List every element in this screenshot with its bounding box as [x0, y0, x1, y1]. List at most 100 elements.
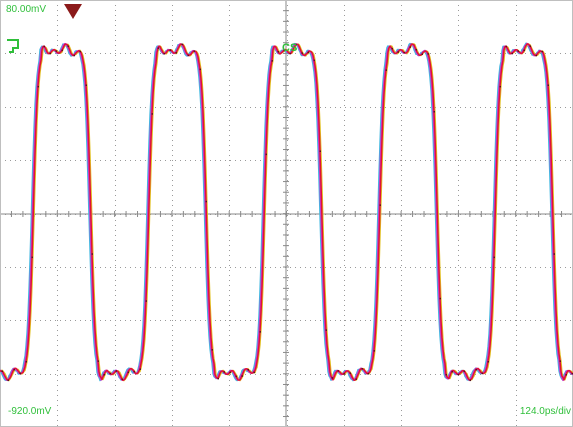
sample-point	[61, 49, 63, 52]
top-scale-label: 80.00mV	[6, 4, 47, 15]
sample-point	[325, 329, 327, 331]
sample-point	[439, 297, 441, 300]
sample-point	[295, 43, 297, 46]
sample-point	[79, 50, 81, 53]
sample-point	[55, 50, 57, 52]
sample-point	[187, 54, 189, 57]
sample-point	[181, 43, 183, 46]
sample-point	[427, 53, 429, 55]
sample-point	[127, 371, 129, 374]
sample-point	[265, 153, 267, 156]
sample-point	[457, 373, 459, 376]
sample-point	[67, 45, 69, 47]
sample-point	[163, 52, 165, 55]
sample-point	[97, 360, 99, 362]
sample-point	[241, 375, 243, 377]
sample-point	[205, 200, 207, 203]
sample-point	[301, 52, 303, 54]
waveform-trace	[0, 43, 573, 382]
sample-point	[31, 256, 33, 259]
sample-point	[445, 373, 447, 376]
sample-point	[409, 46, 411, 48]
sample-point	[337, 370, 339, 372]
sample-point	[139, 368, 141, 370]
sample-point	[565, 374, 567, 376]
sample-point	[541, 50, 543, 53]
measurement-marker-label: CS	[282, 42, 298, 54]
sample-point	[373, 350, 375, 352]
sample-point	[529, 45, 531, 47]
timebase-label: 124.0ps/div	[519, 406, 571, 417]
sample-point	[25, 361, 27, 363]
sample-point	[271, 60, 273, 62]
sample-point	[499, 85, 501, 88]
sample-point	[361, 368, 363, 370]
sample-point	[403, 51, 405, 54]
sample-point	[229, 371, 231, 374]
sample-point	[433, 111, 435, 113]
sample-point	[535, 54, 537, 57]
sample-point	[37, 85, 39, 88]
sample-point	[319, 150, 321, 152]
sample-point	[523, 49, 525, 52]
sample-point	[43, 45, 45, 48]
sample-point	[289, 52, 291, 55]
sample-point	[331, 377, 333, 379]
trigger-arrow-icon[interactable]	[64, 4, 82, 19]
sample-point	[211, 349, 213, 351]
sample-point	[487, 361, 489, 363]
sample-point	[559, 360, 561, 362]
sample-point	[481, 372, 483, 375]
waveform-traces	[0, 42, 573, 382]
sample-point	[379, 204, 381, 206]
sample-point	[463, 370, 465, 372]
sample-point	[391, 47, 393, 50]
sample-point	[469, 379, 471, 382]
sample-point	[493, 256, 495, 259]
sample-point	[73, 54, 75, 57]
sample-point	[121, 378, 123, 380]
sample-point	[277, 51, 279, 53]
sample-point	[235, 375, 237, 378]
sample-point	[385, 69, 387, 71]
sample-point	[553, 253, 555, 255]
sample-point	[91, 253, 93, 255]
sample-point	[223, 371, 225, 373]
sample-point	[247, 369, 249, 371]
sample-point	[283, 49, 285, 52]
bottom-scale-label: -920.0mV	[8, 406, 52, 417]
sample-point	[175, 52, 177, 54]
ground-level-icon[interactable]	[7, 39, 19, 53]
sample-point	[451, 371, 453, 373]
sample-point	[193, 50, 195, 52]
sample-point	[349, 372, 351, 374]
sample-point	[505, 45, 507, 48]
sample-point	[109, 372, 111, 375]
sample-point	[307, 51, 309, 54]
sample-point	[157, 47, 159, 49]
sample-point	[313, 59, 315, 62]
sample-point	[367, 373, 369, 375]
sample-point	[7, 379, 9, 382]
sample-point	[547, 84, 549, 86]
sample-point	[571, 372, 573, 375]
sample-point	[415, 49, 417, 51]
sample-point	[85, 84, 87, 86]
sample-point	[145, 300, 147, 302]
sample-point	[397, 51, 399, 53]
sample-point	[133, 370, 135, 373]
sample-point	[19, 372, 21, 375]
sample-point	[517, 50, 519, 52]
sample-point	[511, 52, 513, 55]
sample-point	[475, 368, 477, 371]
sample-point	[355, 378, 357, 380]
sample-point	[115, 370, 117, 372]
sample-point	[421, 53, 423, 55]
sample-point	[217, 377, 219, 380]
sample-point	[13, 368, 15, 371]
sample-point	[103, 374, 105, 376]
sample-point	[1, 370, 3, 372]
sample-point	[169, 49, 171, 51]
sample-point	[151, 113, 153, 115]
